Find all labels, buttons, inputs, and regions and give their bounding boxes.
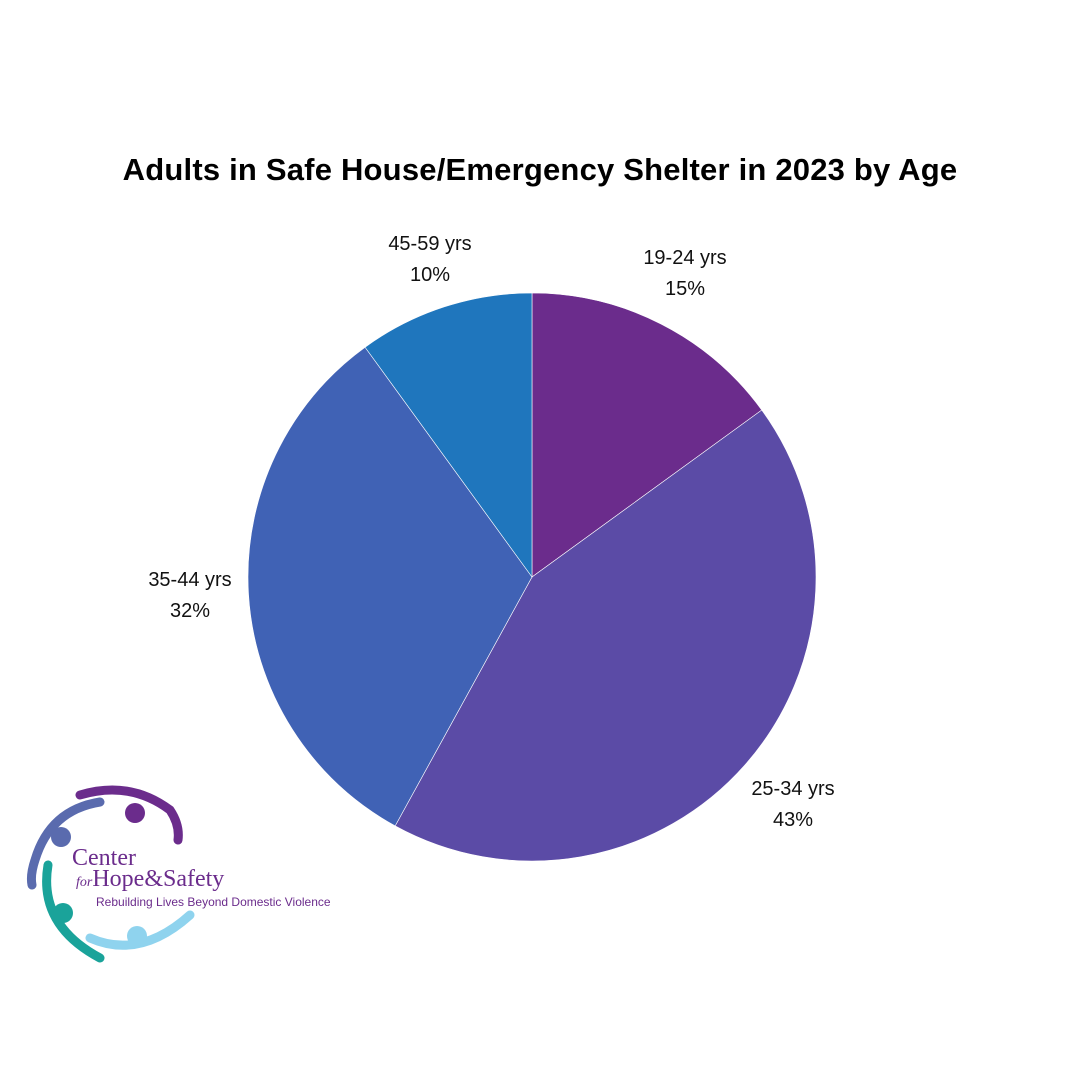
label-name: 45-59 yrs xyxy=(388,233,472,255)
slice-label-45-59: 45-59 yrs 10% xyxy=(350,229,510,291)
logo-hope-safety: Hope&Safety xyxy=(92,866,225,892)
chart-title: Adults in Safe House/Emergency Shelter i… xyxy=(122,152,958,187)
label-pct: 32% xyxy=(169,600,211,622)
pie-slice-25-34-yrs xyxy=(394,409,817,862)
slice-label-19-24: 19-24 yrs 15% xyxy=(605,243,765,305)
label-pct: 15% xyxy=(664,278,706,300)
logo-line2: forHope&Safety xyxy=(76,866,224,893)
label-name: 25-34 yrs xyxy=(751,778,835,800)
slice-label-25-34: 25-34 yrs 43% xyxy=(713,774,873,836)
pie-slice-45-59-yrs xyxy=(364,292,533,578)
slice-label-35-44: 35-44 yrs 32% xyxy=(110,565,270,627)
logo-tagline: Rebuilding Lives Beyond Domestic Violenc… xyxy=(96,895,331,909)
label-pct: 43% xyxy=(772,809,814,831)
pie-slice-19-24-yrs xyxy=(531,292,763,578)
label-pct: 10% xyxy=(409,264,451,286)
label-name: 35-44 yrs xyxy=(148,569,232,591)
label-name: 19-24 yrs xyxy=(643,247,727,269)
logo-for: for xyxy=(76,875,93,890)
logo-line1: Center xyxy=(72,845,136,871)
organization-logo-icon xyxy=(26,785,195,963)
pie-slice-35-44-yrs xyxy=(247,346,533,827)
